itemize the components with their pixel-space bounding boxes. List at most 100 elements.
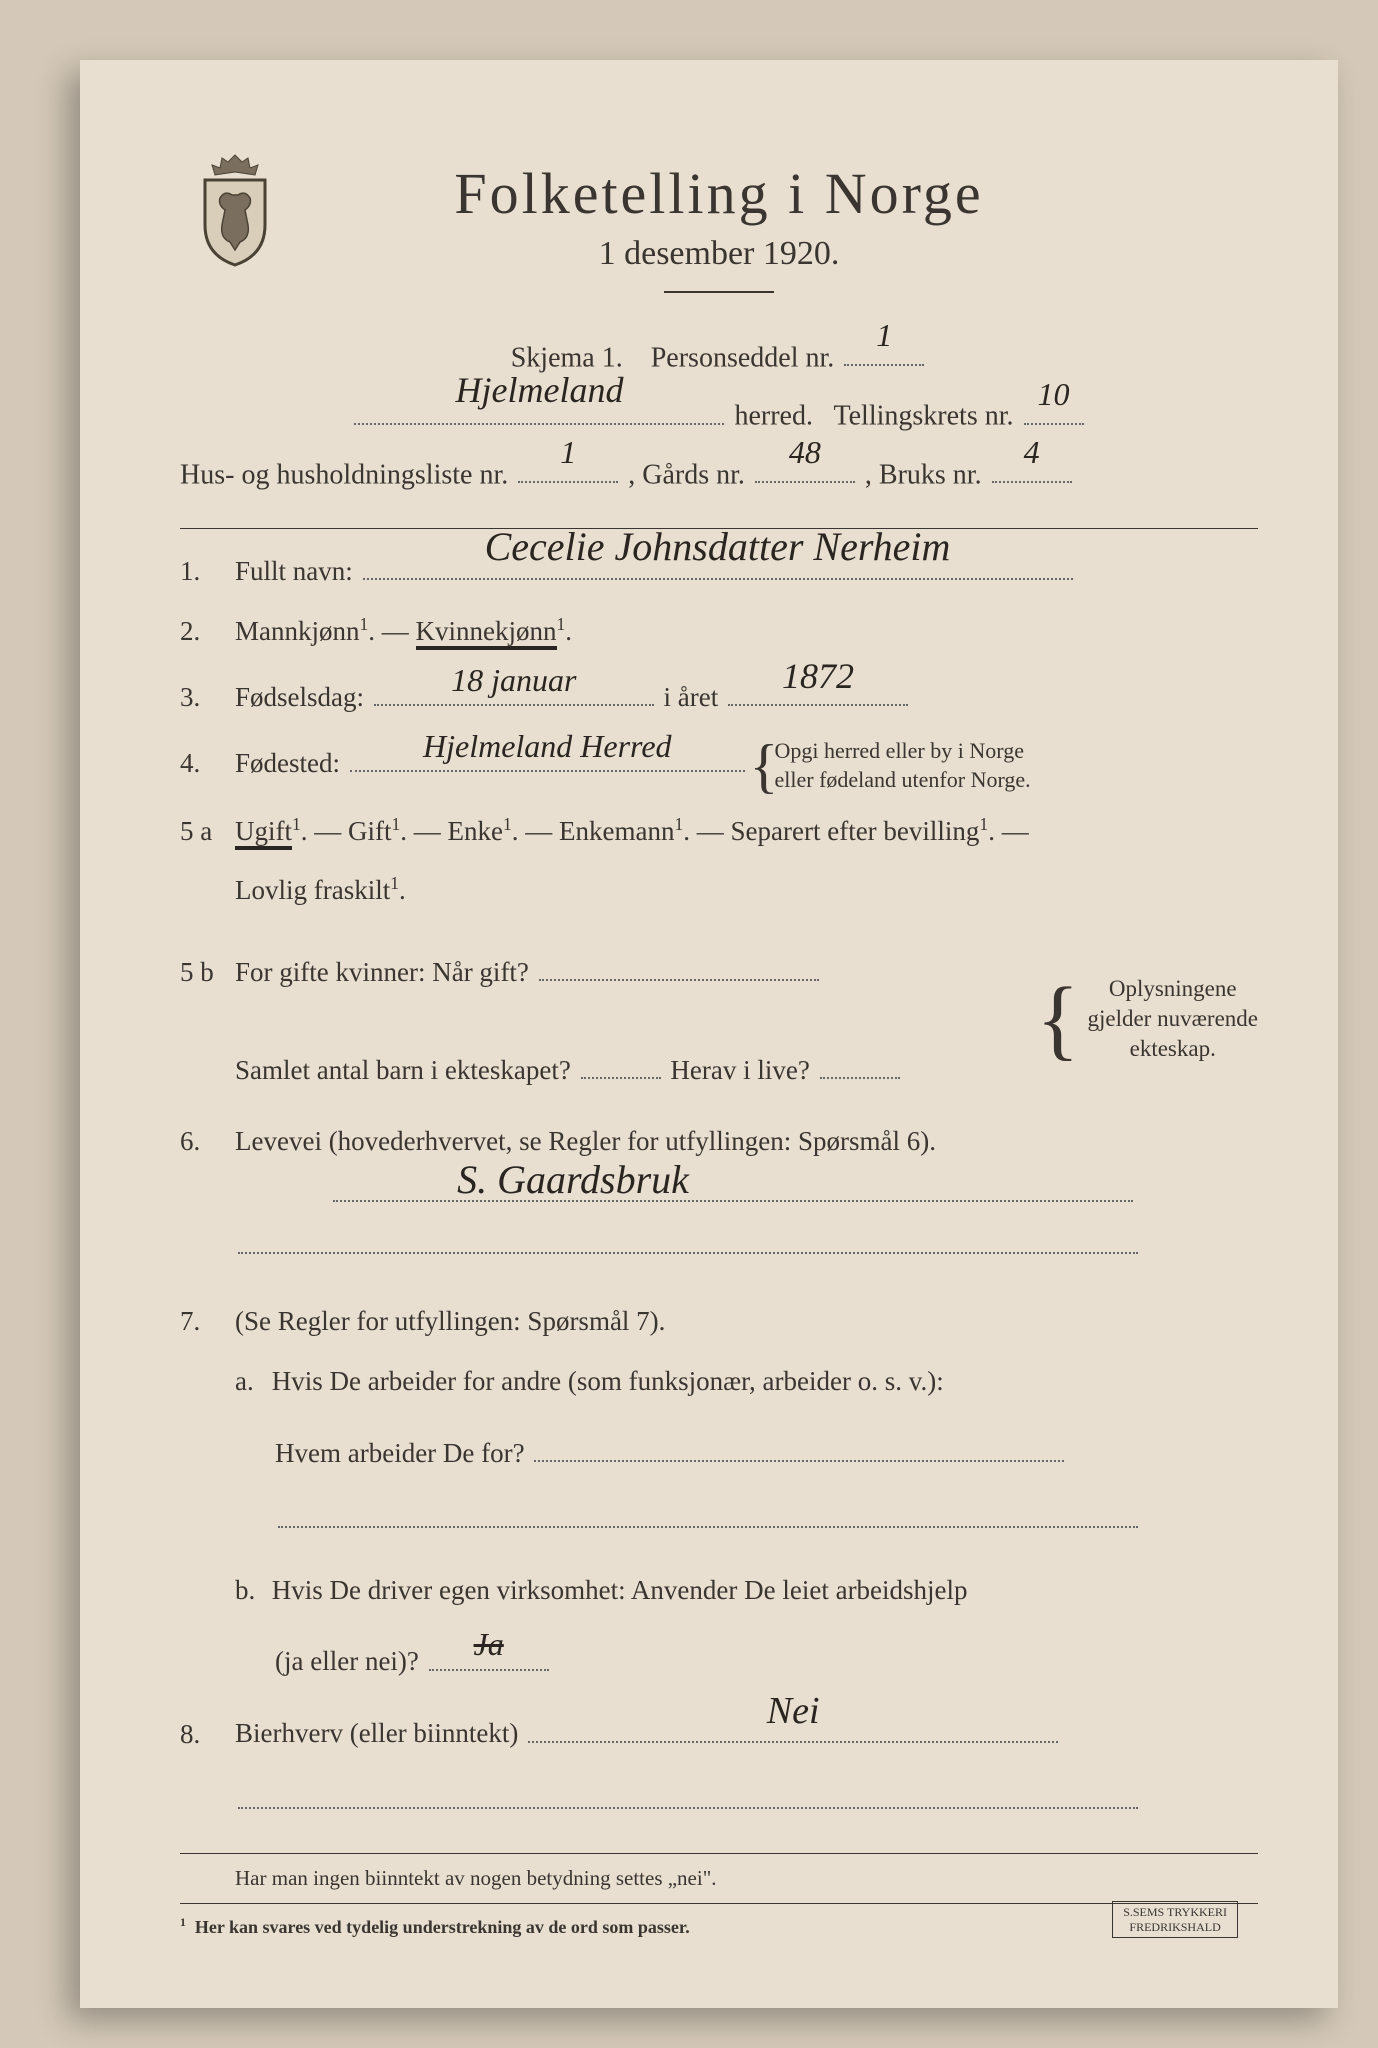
question-7b-q: (ja eller nei)? Ja	[275, 1633, 1258, 1685]
q5b-note-brace: { Oplysningene gjelder nuværende ekteska…	[1036, 974, 1258, 1064]
q7a-blank-line	[275, 1491, 1258, 1543]
tellingskrets-nr: 10	[1038, 362, 1070, 426]
q5b-label1: For gifte kvinner: Når gift?	[235, 957, 529, 987]
form-identifiers: Skjema 1. Personseddel nr. 1 Hjelmeland …	[180, 328, 1258, 503]
q5b-barn-field	[581, 1042, 661, 1079]
question-5a: 5 a Ugift1. — Gift1. — Enke1. — Enkemann…	[180, 809, 1258, 855]
question-7: 7. (Se Regler for utfyllingen: Spørsmål …	[180, 1299, 1258, 1345]
personseddel-label: Personseddel nr.	[651, 342, 835, 373]
q6-blank-line	[235, 1217, 1258, 1269]
q5b-label3: Herav i live?	[670, 1055, 809, 1085]
q4-note-line2: eller fødeland utenfor Norge.	[775, 767, 1031, 792]
question-2: 2. Mannkjønn1. — Kvinnekjønn1.	[180, 609, 1258, 655]
q5b-num: 5 b	[180, 950, 235, 996]
q3-num: 3.	[180, 675, 235, 721]
gards-label: , Gårds nr.	[628, 459, 745, 490]
q7-label: (Se Regler for utfyllingen: Spørsmål 7).	[235, 1299, 1258, 1345]
footer-note-1: Har man ingen biinntekt av nogen betydni…	[235, 1866, 1258, 1891]
q7a-value-field	[534, 1425, 1064, 1462]
personseddel-nr-field: 1	[844, 328, 924, 366]
q5a-fraskilt: Lovlig fraskilt	[235, 875, 390, 905]
gards-nr-field: 48	[755, 445, 855, 483]
q7a-label: Hvis De arbeider for andre (som funksjon…	[272, 1366, 944, 1396]
question-4: 4. Fødested: Hjelmeland Herred Opgi herr…	[180, 735, 1258, 794]
tellingskrets-label: Tellingskrets nr.	[833, 401, 1013, 432]
document-title: Folketelling i Norge	[180, 160, 1258, 227]
bruks-nr-field: 4	[992, 445, 1072, 483]
tellingskrets-nr-field: 10	[1024, 386, 1084, 424]
question-7a-q: Hvem arbeider De for?	[275, 1425, 1258, 1477]
q6-value-field: S. Gaardsbruk	[333, 1179, 1133, 1202]
q5b-label2: Samlet antal barn i ekteskapet?	[235, 1055, 571, 1085]
q1-label: Fullt navn:	[235, 556, 353, 586]
footer-note-2: 1 Her kan svares ved tydelig understrekn…	[180, 1916, 1258, 1938]
q7b-label: Hvis De driver egen virksomhet: Anvender…	[272, 1575, 968, 1605]
q5b-note2: gjelder nuværende	[1087, 1006, 1258, 1031]
question-7a: a. Hvis De arbeider for andre (som funks…	[235, 1359, 1258, 1405]
q7a-question: Hvem arbeider De for?	[275, 1438, 525, 1468]
question-5a-cont: Lovlig fraskilt1.	[235, 868, 1258, 914]
footer-divider-1	[180, 1853, 1258, 1854]
bruks-nr: 4	[1024, 420, 1040, 484]
q6-label: Levevei (hovederhvervet, se Regler for u…	[235, 1119, 1258, 1165]
question-7b: b. Hvis De driver egen virksomhet: Anven…	[235, 1568, 1258, 1614]
hus-nr-field: 1	[518, 445, 618, 483]
q3-day-field: 18 januar	[374, 669, 654, 706]
q3-year: 1872	[782, 646, 854, 707]
q3-year-label: i året	[664, 682, 719, 712]
q2-male: Mannkjønn	[235, 616, 360, 646]
q7b-value: Ja	[474, 1617, 504, 1671]
q5a-enke: Enke	[448, 816, 503, 846]
printer-line2: FREDRIKSHALD	[1129, 1920, 1220, 1934]
q3-year-field: 1872	[728, 669, 908, 706]
q1-value-field: Cecelie Johnsdatter Nerheim	[363, 543, 1073, 580]
q5b-note3: ekteskap.	[1130, 1036, 1216, 1061]
q2-num: 2.	[180, 609, 235, 655]
q5a-enkemann: Enkemann	[559, 816, 674, 846]
gards-nr: 48	[789, 420, 821, 484]
herred-name-field: Hjelmeland	[354, 386, 724, 424]
document-date: 1 desember 1920.	[180, 235, 1258, 273]
q8-value: Nei	[767, 1679, 820, 1744]
q4-note-line1: Opgi herred eller by i Norge	[775, 738, 1024, 763]
q5a-num: 5 a	[180, 809, 235, 855]
q8-num: 8.	[180, 1712, 235, 1758]
document-page: Folketelling i Norge 1 desember 1920. Sk…	[80, 60, 1338, 2008]
q5a-gift: Gift	[348, 816, 392, 846]
hus-nr: 1	[560, 420, 576, 484]
question-5b: 5 b For gifte kvinner: Når gift? Samlet …	[180, 944, 1258, 1094]
q1-value: Cecelie Johnsdatter Nerheim	[485, 513, 951, 581]
q6-value: S. Gaardsbruk	[457, 1156, 689, 1203]
q7-num: 7.	[180, 1299, 235, 1345]
q7b-question: (ja eller nei)?	[275, 1647, 419, 1677]
question-8: 8. Bierhverv (eller biinntekt) Nei	[180, 1705, 1258, 1757]
q5a-separert: Separert efter bevilling	[731, 816, 980, 846]
q6-num: 6.	[180, 1119, 235, 1165]
q7b-value-field: Ja	[429, 1633, 549, 1670]
q2-female: Kvinnekjønn	[416, 616, 557, 650]
coat-of-arms-icon	[190, 150, 280, 270]
q4-value-field: Hjelmeland Herred	[350, 735, 745, 772]
q6-value-line: S. Gaardsbruk	[330, 1179, 1258, 1207]
herred-name: Hjelmeland	[455, 354, 623, 426]
q4-label: Fødested:	[235, 748, 340, 778]
bruks-label: , Bruks nr.	[865, 459, 982, 490]
title-divider	[664, 291, 774, 293]
q4-num: 4.	[180, 741, 235, 787]
question-6: 6. Levevei (hovederhvervet, se Regler fo…	[180, 1119, 1258, 1165]
q5b-note1: Oplysningene	[1109, 976, 1237, 1001]
hus-label: Hus- og husholdningsliste nr.	[180, 459, 508, 490]
q8-label: Bierhverv (eller biinntekt)	[235, 1719, 518, 1749]
q5b-gift-field	[539, 944, 819, 981]
q1-num: 1.	[180, 549, 235, 595]
document-header: Folketelling i Norge 1 desember 1920.	[180, 160, 1258, 293]
q4-note: Opgi herred eller by i Norge eller fødel…	[755, 737, 1031, 794]
printer-stamp: S.SEMS TRYKKERI FREDRIKSHALD	[1112, 1901, 1238, 1938]
question-1: 1. Fullt navn: Cecelie Johnsdatter Nerhe…	[180, 543, 1258, 595]
q5b-live-field	[820, 1042, 900, 1079]
q3-day: 18 januar	[451, 653, 576, 707]
printer-line1: S.SEMS TRYKKERI	[1123, 1905, 1227, 1919]
footer-divider-2	[180, 1903, 1258, 1904]
q3-label: Fødselsdag:	[235, 682, 364, 712]
question-3: 3. Fødselsdag: 18 januar i året 1872	[180, 669, 1258, 721]
